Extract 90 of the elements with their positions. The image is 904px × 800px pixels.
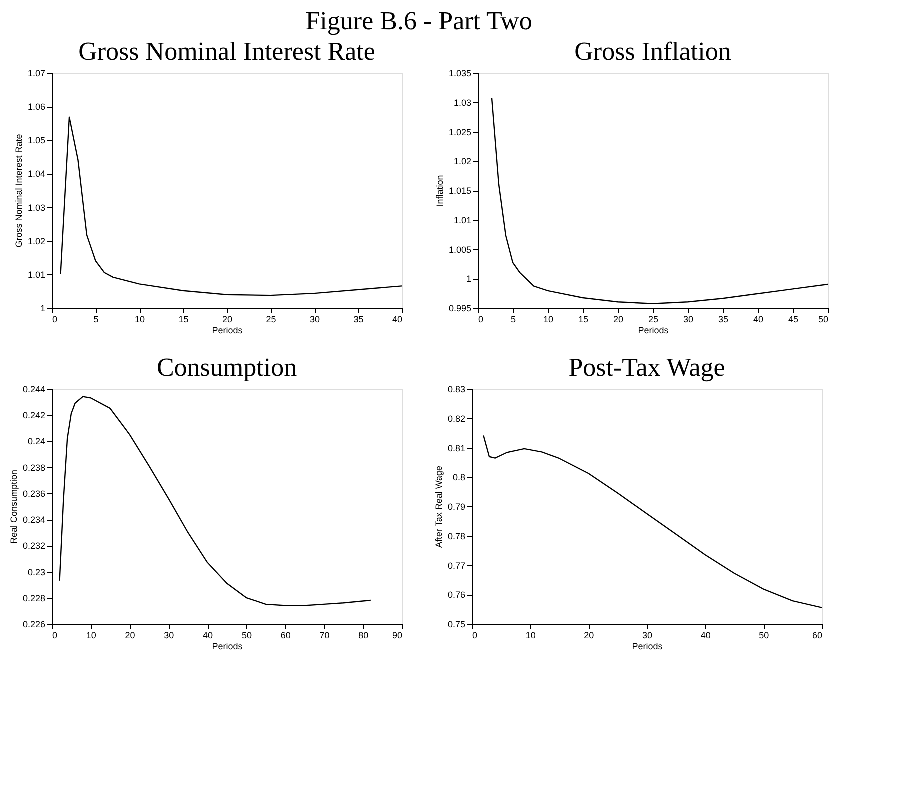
x-tick-label: 25 [648, 314, 659, 324]
x-tick-label: 0 [52, 630, 58, 640]
y-tick-label: 1.06 [28, 102, 46, 112]
x-tick-label: 10 [134, 314, 146, 324]
x-tick-label: 60 [280, 630, 291, 640]
y-tick-label: 1.07 [28, 68, 46, 78]
line-series [491, 98, 829, 304]
x-tick-label: 20 [125, 630, 136, 640]
y-tick-label: 1.02 [28, 236, 46, 246]
y-tick-label: 0.228 [22, 593, 46, 604]
line-series [60, 116, 403, 296]
line-series [59, 396, 372, 606]
y-tick-label: 1 [40, 304, 46, 314]
y-tick-label: 0.77 [448, 560, 466, 571]
y-tick-label: 1.03 [28, 202, 46, 213]
y-tick-label: 1.035 [448, 68, 472, 78]
y-tick-label: 1.01 [454, 215, 472, 226]
y-tick-label: 0.75 [448, 620, 466, 630]
x-tick-label: 35 [718, 314, 729, 324]
y-tick-label: 0.76 [448, 590, 466, 600]
x-tick-label: 45 [788, 314, 799, 324]
y-tick-label: 1.02 [454, 156, 472, 167]
x-tick-label: 20 [584, 630, 594, 640]
y-tick-label: 0.232 [22, 541, 46, 552]
y-tick-label: 1.05 [28, 136, 46, 146]
x-tick-label: 60 [812, 630, 822, 640]
chart-title: Consumption [156, 353, 298, 382]
x-tick-label: 15 [178, 314, 189, 324]
x-tick-label: 0 [52, 314, 58, 324]
y-tick-label: 1.01 [28, 270, 46, 280]
x-tick-label: 0 [478, 314, 484, 324]
x-tick-label: 30 [683, 314, 694, 324]
x-tick-label: 5 [510, 314, 516, 324]
x-tick-label: 50 [759, 630, 770, 640]
y-tick-label: 0.234 [22, 515, 46, 526]
y-tick-label: 1.03 [454, 98, 472, 108]
y-tick-label: 0.226 [22, 620, 46, 630]
y-axis-title: Inflation [434, 175, 445, 207]
x-tick-label: 40 [700, 630, 711, 640]
y-tick-label: 0.244 [22, 384, 46, 394]
y-tick-label: 0.83 [448, 384, 466, 394]
x-tick-label: 20 [222, 314, 233, 324]
x-tick-label: 70 [320, 630, 330, 640]
y-axis-title: Real Consumption [8, 470, 19, 544]
x-tick-label: 80 [358, 630, 369, 640]
chart-title: Gross Nominal Interest Rate [78, 37, 376, 66]
x-tick-label: 35 [354, 314, 364, 324]
x-axis-title: Periods [638, 326, 670, 336]
x-axis-title: Periods [212, 642, 244, 652]
y-tick-label: 0.238 [22, 462, 46, 473]
y-tick-label: 0.24 [28, 436, 46, 447]
y-tick-label: 1.025 [448, 127, 472, 138]
y-tick-label: 1 [466, 274, 472, 284]
x-tick-label: 90 [392, 630, 402, 640]
x-axis-title: Periods [632, 642, 664, 652]
y-tick-label: 0.995 [448, 304, 472, 314]
x-tick-label: 25 [266, 314, 276, 324]
y-tick-label: 0.79 [448, 502, 466, 512]
x-tick-label: 40 [753, 314, 764, 324]
y-tick-label: 1.015 [448, 186, 472, 196]
y-axis-title: After Tax Real Wage [434, 466, 444, 548]
x-tick-label: 10 [86, 630, 96, 640]
x-tick-label: 50 [242, 630, 252, 640]
x-tick-label: 40 [392, 314, 402, 324]
x-tick-label: 50 [818, 314, 828, 324]
y-tick-label: 0.82 [448, 414, 466, 424]
x-tick-label: 15 [578, 314, 589, 324]
y-tick-label: 0.78 [448, 531, 466, 542]
x-tick-label: 30 [164, 630, 174, 640]
chart-title: Post-Tax Wage [568, 353, 726, 382]
y-tick-label: 0.236 [22, 488, 46, 499]
x-tick-label: 40 [203, 630, 214, 640]
chart-title: Gross Inflation [574, 37, 732, 66]
y-axis-title: Gross Nominal Interest Rate [14, 134, 24, 248]
x-tick-label: 5 [94, 314, 99, 324]
y-tick-label: 0.23 [28, 567, 46, 578]
x-tick-label: 10 [543, 314, 554, 324]
x-axis-title: Periods [212, 326, 244, 336]
x-tick-label: 30 [642, 630, 653, 640]
y-tick-label: 0.8 [452, 472, 466, 483]
line-series [483, 435, 823, 608]
y-tick-label: 0.81 [448, 443, 466, 454]
x-tick-label: 0 [472, 630, 478, 640]
text: Figure B.6 - Part Two [306, 6, 532, 36]
y-tick-label: 1.005 [448, 244, 472, 255]
y-tick-label: 0.242 [22, 410, 46, 421]
x-tick-label: 20 [613, 314, 624, 324]
x-tick-label: 10 [526, 630, 536, 640]
x-tick-label: 30 [310, 314, 320, 324]
y-tick-label: 1.04 [28, 169, 46, 180]
